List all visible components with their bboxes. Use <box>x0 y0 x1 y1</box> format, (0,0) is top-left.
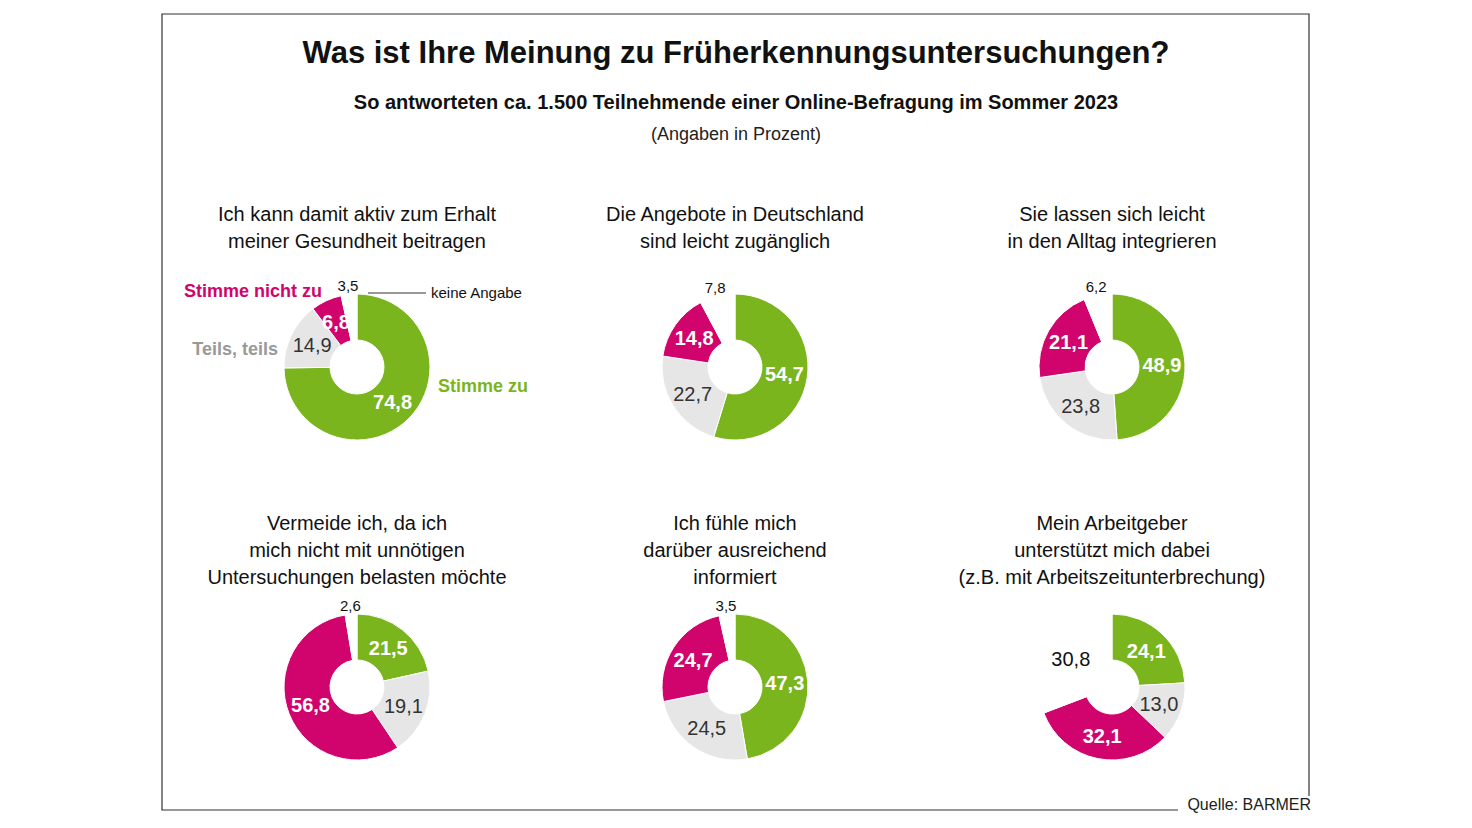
slice <box>1040 371 1117 440</box>
data-label: 24,7 <box>674 649 713 671</box>
panel-title: Sie lassen sich leicht in den Alltag inte… <box>1007 203 1216 252</box>
slice <box>284 294 430 440</box>
canvas: Was ist Ihre Meinung zu Früherkennungsun… <box>0 0 1472 828</box>
slice <box>663 692 747 760</box>
data-label: 30,8 <box>1051 648 1090 670</box>
legend: Stimme zu Teils, teils Stimme nicht zu kein… <box>184 281 528 396</box>
data-label: 6,2 <box>1086 278 1107 295</box>
data-label: 3,5 <box>338 277 359 294</box>
data-label: 14,9 <box>293 334 332 356</box>
data-label: 22,7 <box>673 383 712 405</box>
data-label: 13,0 <box>1139 693 1178 715</box>
slices <box>284 614 430 760</box>
slice <box>345 614 357 660</box>
legend-label: Stimme nicht zu <box>184 281 322 301</box>
legend-label: keine Angabe <box>431 284 522 301</box>
panel-title-line: Die Angebote in Deutschland <box>606 203 864 225</box>
data-label: 54,7 <box>765 363 804 385</box>
slice <box>357 614 428 681</box>
panel-title-line: (z.B. mit Arbeitszeitunterbrechung) <box>959 566 1266 588</box>
data-label: 3,5 <box>716 597 737 614</box>
panel-title-line: informiert <box>693 566 777 588</box>
data-label: 19,1 <box>384 695 423 717</box>
data-label: 6,8 <box>322 311 350 333</box>
legend-label: Teils, teils <box>192 339 278 359</box>
slice <box>719 614 735 661</box>
title: Was ist Ihre Meinung zu Früherkennungsun… <box>303 35 1170 70</box>
note: (Angaben in Prozent) <box>651 124 821 144</box>
slice <box>662 616 729 702</box>
panel-title: Vermeide ich, da ich mich nicht mit unnöt… <box>207 512 506 588</box>
panel-title: Ich kann damit aktiv zum Erhalt meiner Ge… <box>218 203 496 252</box>
panel-title-line: Ich kann damit aktiv zum Erhalt <box>218 203 496 225</box>
slice <box>1084 294 1112 342</box>
data-label: 47,3 <box>765 672 804 694</box>
data-label: 7,8 <box>705 279 726 296</box>
data-label: 74,8 <box>373 391 412 413</box>
data-label: 24,5 <box>687 717 726 739</box>
panel-title-line: Untersuchungen belasten möchte <box>207 566 506 588</box>
panel-title-line: unterstützt mich dabei <box>1014 539 1210 561</box>
panel-title-line: Sie lassen sich leicht <box>1019 203 1205 225</box>
panel-title: Mein Arbeitgeber unterstützt mich dabei (z… <box>959 512 1266 588</box>
data-label: 2,6 <box>340 597 361 614</box>
slices <box>662 614 808 760</box>
data-labels: 48,9 23,8 21,1 6,2 <box>1049 278 1181 417</box>
panel-title: Die Angebote in Deutschland sind leicht z… <box>606 203 864 252</box>
panel-title-line: mich nicht mit unnötigen <box>249 539 465 561</box>
data-labels: 47,3 24,5 24,7 3,5 <box>674 597 805 739</box>
frame <box>162 14 1309 810</box>
slice <box>1112 614 1185 685</box>
slices <box>662 294 808 440</box>
data-labels: 54,7 22,7 14,8 7,8 <box>673 279 804 405</box>
donut-panel: 74,8 14,96,8 3,5 <box>284 277 430 440</box>
legend-label: Stimme zu <box>438 376 528 396</box>
panel-title-line: Vermeide ich, da ich <box>267 512 447 534</box>
data-label: 23,8 <box>1061 395 1100 417</box>
slices <box>284 294 430 440</box>
donut-panel: 47,3 24,5 24,7 3,5 <box>662 597 808 760</box>
panel-title-line: sind leicht zugänglich <box>640 230 830 252</box>
donut-panel: 21,5 19,1 56,8 2,6 <box>284 597 430 760</box>
leader-line <box>368 293 426 294</box>
subtitle: So antworteten ca. 1.500 Teilnehmende ei… <box>354 91 1118 113</box>
data-label: 32,1 <box>1083 725 1122 747</box>
panel-title-line: Ich fühle mich <box>673 512 796 534</box>
data-label: 21,5 <box>369 637 408 659</box>
data-label: 48,9 <box>1143 354 1182 376</box>
data-label: 21,1 <box>1049 331 1088 353</box>
slices <box>1039 294 1185 440</box>
slices <box>1039 614 1185 760</box>
data-label: 24,1 <box>1127 640 1166 662</box>
panel-title-line: meiner Gesundheit beitragen <box>228 230 486 252</box>
data-label: 14,8 <box>675 327 714 349</box>
data-labels: 21,5 19,1 56,8 2,6 <box>291 597 423 717</box>
panel-title: Ich fühle mich darüber ausreichend informi… <box>643 512 826 588</box>
donut-panel: 48,9 23,8 21,1 6,2 <box>1039 278 1185 440</box>
slice <box>735 614 808 759</box>
data-label: 56,8 <box>291 694 330 716</box>
donut-panel: 54,7 22,7 14,8 7,8 <box>662 279 808 440</box>
slice <box>1112 294 1185 440</box>
source: Quelle: BARMER <box>1187 796 1311 813</box>
panel-title-line: in den Alltag integrieren <box>1007 230 1216 252</box>
slice <box>662 356 727 437</box>
panel-title-line: Mein Arbeitgeber <box>1036 512 1188 534</box>
donut-panel: 24,1 13,0 32,1 30,8 <box>1039 614 1185 760</box>
panel-title-line: darüber ausreichend <box>643 539 826 561</box>
data-labels: 24,1 13,0 32,1 30,8 <box>1051 640 1178 747</box>
slice <box>1039 614 1112 713</box>
